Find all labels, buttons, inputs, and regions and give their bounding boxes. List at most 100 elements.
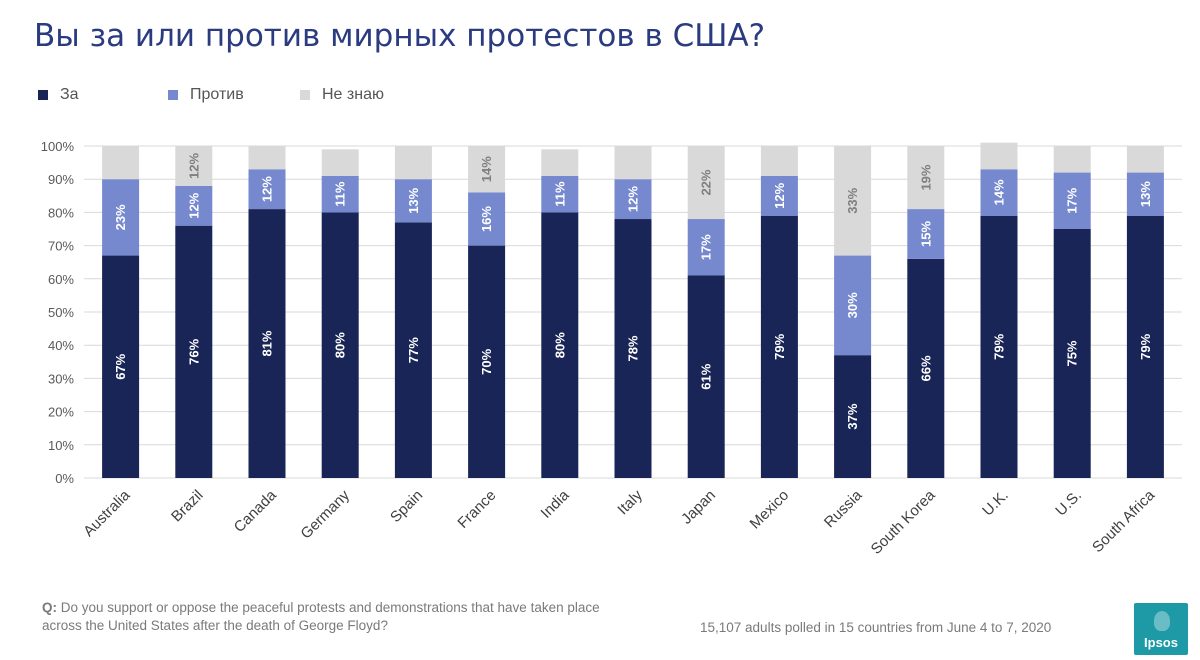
ipsos-logo: Ipsos	[1134, 603, 1188, 655]
bar-australia-series-1	[102, 179, 140, 256]
data-label: 79%	[1138, 333, 1153, 359]
bar-u-k-series-1	[980, 169, 1018, 216]
data-label: 19%	[918, 164, 933, 190]
y-tick-label: 30%	[48, 371, 74, 386]
bar-brazil-series-1	[175, 185, 213, 226]
bar-russia-series-1	[834, 255, 872, 356]
y-tick-label: 60%	[48, 272, 74, 287]
data-label: 14%	[479, 156, 494, 182]
x-tick-label-india: India	[538, 486, 573, 521]
logo-mark-icon	[1154, 611, 1170, 631]
data-label: 37%	[845, 403, 860, 429]
bar-canada-series-0	[248, 209, 286, 478]
data-label: 61%	[699, 363, 714, 389]
x-tick-label-france: France	[454, 487, 499, 532]
y-tick-label: 90%	[48, 172, 74, 187]
data-label: 78%	[626, 335, 641, 361]
bar-brazil-series-2	[175, 146, 213, 186]
bar-u-s-series-0	[1053, 229, 1091, 478]
bar-australia-series-2	[102, 146, 140, 180]
y-tick-label: 70%	[48, 239, 74, 254]
bar-russia-series-0	[834, 355, 872, 478]
data-label: 12%	[260, 176, 275, 202]
bar-south-korea-series-2	[907, 146, 945, 210]
bar-mexico-series-1	[760, 175, 798, 216]
bar-germany-series-0	[321, 212, 359, 478]
data-label: 12%	[626, 186, 641, 212]
data-label: 81%	[260, 330, 275, 356]
logo-text: Ipsos	[1144, 635, 1178, 650]
bar-japan-series-0	[687, 275, 725, 478]
x-tick-label-spain: Spain	[387, 487, 426, 526]
y-tick-label: 10%	[48, 438, 74, 453]
bar-south-korea-series-1	[907, 209, 945, 259]
bar-india-series-1	[541, 175, 579, 213]
bar-japan-series-1	[687, 219, 725, 276]
bar-south-korea-series-0	[907, 258, 945, 478]
bar-u-k-series-0	[980, 215, 1018, 478]
legend-label-za: За	[60, 86, 79, 103]
bar-south-africa-series-0	[1126, 215, 1164, 478]
bar-brazil-series-0	[175, 225, 213, 478]
bar-india-series-2	[541, 149, 579, 176]
bar-canada-series-1	[248, 169, 286, 210]
data-label: 23%	[113, 204, 128, 230]
legend-swatch-ne-znayu	[300, 90, 310, 100]
stacked-bar-chart: 0% 10% 20% 30% 40% 50% 60% 70% 80% 90% 100% 67% 23% A…	[41, 139, 1182, 558]
x-tick-label-germany: Germany	[297, 486, 353, 542]
bar-spain-series-0	[394, 222, 432, 478]
bar-italy-series-2	[614, 146, 652, 180]
data-label: 80%	[333, 332, 348, 358]
y-tick-label: 20%	[48, 405, 74, 420]
data-label: 11%	[552, 181, 567, 207]
bar-mexico-series-2	[760, 146, 798, 176]
x-tick-label-russia: Russia	[821, 486, 866, 531]
bar-u-k-series-2	[980, 142, 1018, 170]
question-prefix: Q:	[42, 600, 57, 615]
data-label: 15%	[918, 221, 933, 247]
bar-u-s-series-1	[1053, 172, 1091, 229]
bar-japan-series-2	[687, 146, 725, 220]
bar-italy-series-1	[614, 179, 652, 220]
legend-item-protiv: Против	[168, 86, 244, 104]
data-label: 13%	[406, 187, 421, 213]
bar-germany-series-1	[321, 175, 359, 213]
data-label: 77%	[406, 337, 421, 363]
bar-germany-series-2	[321, 149, 359, 176]
data-label: 11%	[333, 181, 348, 207]
data-label: 66%	[918, 355, 933, 381]
x-tick-label-u-s: U.S.	[1052, 487, 1085, 520]
data-label: 13%	[1138, 181, 1153, 207]
data-label: 12%	[186, 152, 201, 178]
legend-item-za: За	[38, 86, 79, 104]
data-label: 30%	[845, 292, 860, 318]
x-tick-label-south-africa: South Africa	[1089, 486, 1159, 556]
data-label: 79%	[992, 333, 1007, 359]
data-label: 76%	[186, 338, 201, 364]
data-label: 22%	[699, 169, 714, 195]
bar-italy-series-0	[614, 219, 652, 479]
question-text: Q: Do you support or oppose the peaceful…	[42, 599, 642, 635]
x-tick-label-u-k: U.K.	[979, 487, 1012, 520]
x-tick-label-mexico: Mexico	[747, 487, 793, 533]
data-label: 75%	[1065, 340, 1080, 366]
data-label: 67%	[113, 353, 128, 379]
y-tick-label: 40%	[48, 338, 74, 353]
data-label: 12%	[772, 182, 787, 208]
bar-france-series-2	[468, 146, 506, 193]
data-label: 16%	[479, 206, 494, 232]
x-tick-label-canada: Canada	[231, 486, 281, 536]
data-label: 17%	[1065, 187, 1080, 213]
legend-swatch-protiv	[168, 90, 178, 100]
legend-label-ne-znayu: Не знаю	[322, 86, 384, 103]
bar-spain-series-1	[394, 179, 432, 223]
bar-france-series-0	[468, 245, 506, 478]
bar-australia-series-0	[102, 255, 140, 478]
poll-footnote: 15,107 adults polled in 15 countries fro…	[700, 620, 1052, 635]
bar-canada-series-2	[248, 146, 286, 170]
data-label: 80%	[552, 332, 567, 358]
legend-swatch-za	[38, 90, 48, 100]
bar-france-series-1	[468, 192, 506, 246]
x-tick-label-australia: Australia	[80, 486, 134, 540]
legend-label-protiv: Против	[190, 86, 244, 103]
